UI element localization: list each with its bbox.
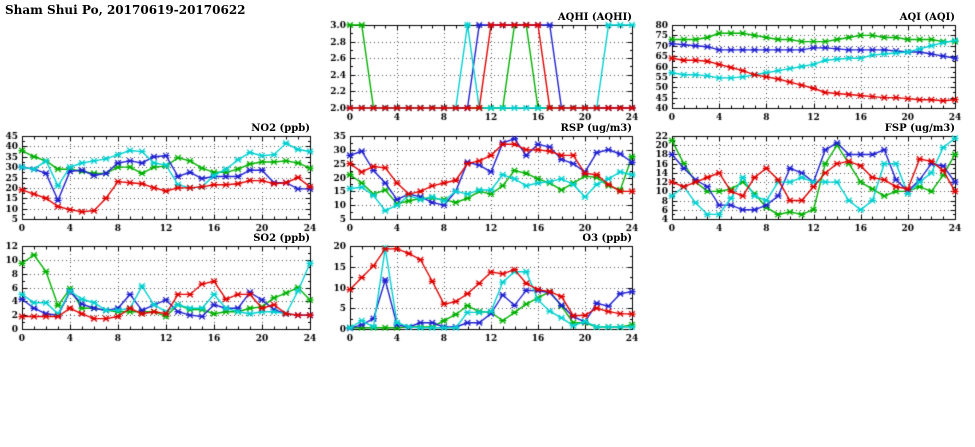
chart-title-aqi: AQI (AQI) <box>899 12 955 23</box>
chart-title-so2: SO2 (ppb) <box>253 233 310 244</box>
chart-title-no2: NO2 (ppb) <box>251 123 310 134</box>
chart-title-fsp: FSP (ug/m3) <box>884 123 955 134</box>
chart-title-rsp: RSP (ug/m3) <box>560 123 632 134</box>
chart-title-aqhi: AQHI (AQHI) <box>557 12 632 23</box>
chart-title-o3: O3 (ppb) <box>582 233 632 244</box>
